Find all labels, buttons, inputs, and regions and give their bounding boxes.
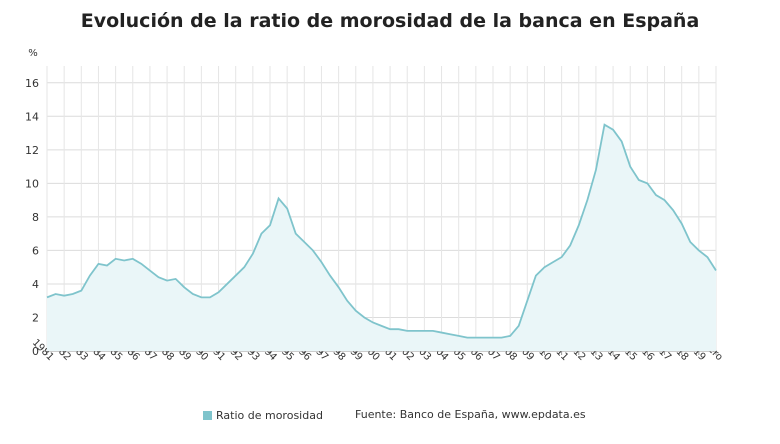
- y-tick-label: 8: [32, 211, 39, 224]
- y-tick-label: 10: [25, 177, 39, 190]
- y-tick-label: 16: [25, 77, 39, 90]
- y-tick-label: 14: [25, 110, 39, 123]
- source: Fuente: Banco de España, www.epdata.es: [355, 408, 586, 421]
- chart-title: Evolución de la ratio de morosidad de la…: [81, 10, 700, 32]
- y-tick-label: 6: [32, 244, 39, 257]
- legend-swatch: [203, 411, 212, 420]
- area: [47, 124, 716, 351]
- y-tick-label: 12: [25, 144, 39, 157]
- legend-label: Ratio de morosidad: [216, 409, 323, 422]
- y-tick-label: 0: [32, 345, 39, 358]
- y-axis-label: %: [28, 48, 38, 59]
- line: [46, 123, 717, 339]
- y-tick-label: 4: [32, 278, 39, 291]
- y-tick-label: 2: [32, 311, 39, 324]
